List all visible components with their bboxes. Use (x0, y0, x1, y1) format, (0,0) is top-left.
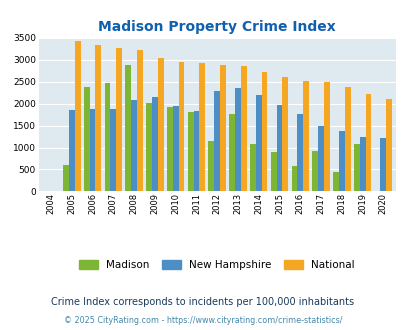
Bar (379, 138, 385, 191)
Bar (318, 126, 323, 191)
Legend: Madison, New Hampshire, National: Madison, New Hampshire, National (74, 255, 359, 276)
Bar (311, 150, 318, 191)
Bar (173, 106, 178, 191)
Bar (353, 144, 359, 191)
Bar (104, 83, 110, 191)
Bar (229, 114, 234, 191)
Bar (282, 78, 288, 191)
Bar (344, 87, 350, 191)
Bar (63, 165, 69, 191)
Bar (220, 65, 225, 191)
Bar (270, 152, 276, 191)
Bar (95, 45, 101, 191)
Bar (385, 99, 391, 191)
Bar (359, 137, 364, 191)
Bar (323, 82, 329, 191)
Bar (187, 113, 193, 191)
Bar (137, 50, 143, 191)
Bar (276, 105, 282, 191)
Bar (332, 172, 338, 191)
Bar (84, 87, 90, 191)
Bar (75, 42, 80, 191)
Title: Madison Property Crime Index: Madison Property Crime Index (98, 20, 335, 34)
Bar (291, 166, 296, 191)
Bar (214, 90, 220, 191)
Bar (90, 110, 95, 191)
Bar (158, 58, 163, 191)
Bar (166, 107, 173, 191)
Text: Crime Index corresponds to incidents per 100,000 inhabitants: Crime Index corresponds to incidents per… (51, 297, 354, 307)
Bar (199, 63, 205, 191)
Bar (249, 145, 255, 191)
Bar (234, 88, 240, 191)
Bar (261, 72, 267, 191)
Bar (151, 97, 158, 191)
Bar (131, 100, 137, 191)
Bar (110, 109, 116, 191)
Bar (303, 82, 308, 191)
Bar (208, 142, 214, 191)
Bar (193, 111, 199, 191)
Bar (69, 110, 75, 191)
Bar (296, 114, 303, 191)
Bar (240, 66, 246, 191)
Bar (146, 103, 151, 191)
Bar (338, 131, 344, 191)
Bar (125, 65, 131, 191)
Text: © 2025 CityRating.com - https://www.cityrating.com/crime-statistics/: © 2025 CityRating.com - https://www.city… (64, 316, 341, 325)
Bar (364, 94, 371, 191)
Bar (255, 95, 261, 191)
Bar (178, 62, 184, 191)
Bar (116, 48, 122, 191)
